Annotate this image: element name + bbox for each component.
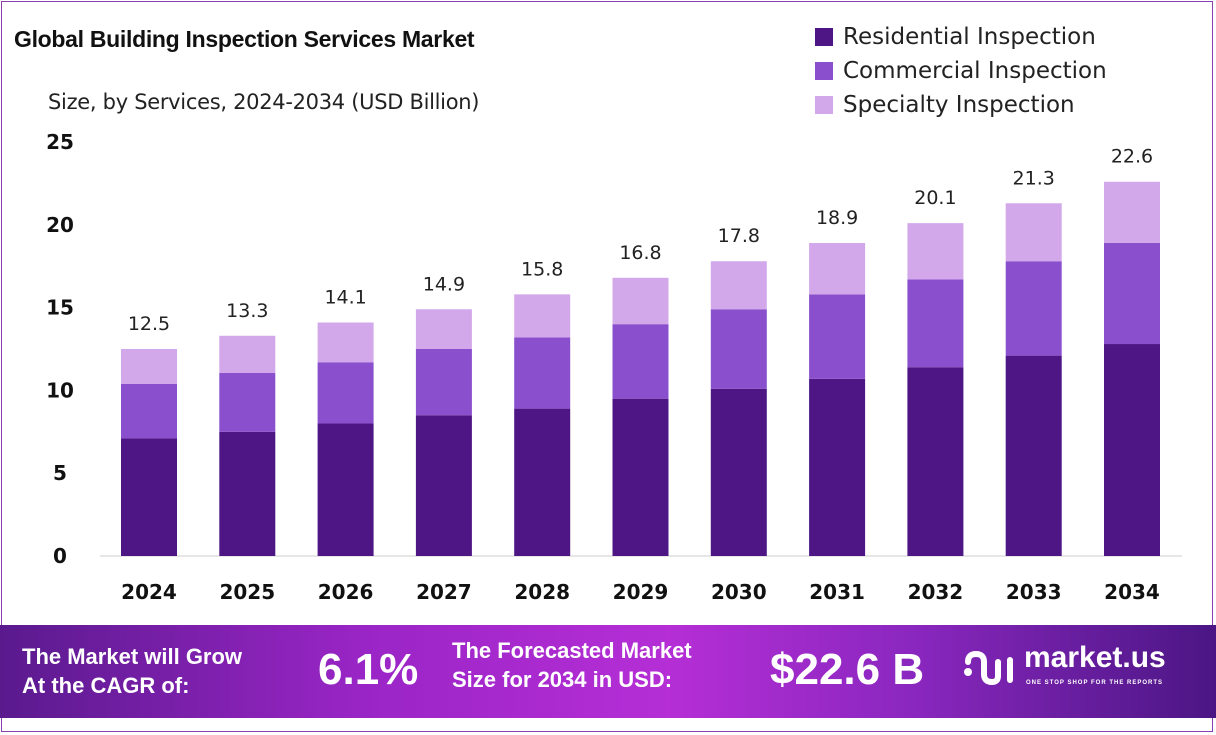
total-data-label: 14.9: [423, 273, 465, 295]
bar-segment-residential: [514, 408, 571, 556]
bar-segment-residential: [219, 431, 276, 556]
y-tick-label: 25: [46, 130, 74, 154]
total-data-label: 21.3: [1013, 167, 1055, 189]
bar-segment-residential: [1005, 355, 1062, 556]
x-tick-label: 2031: [809, 580, 865, 604]
legend-item-residential: Residential Inspection: [815, 20, 1107, 54]
total-data-label: 14.1: [324, 287, 366, 309]
logo-text: market.us: [1024, 641, 1166, 674]
y-tick-label: 10: [46, 378, 74, 402]
bar-segment-commercial: [121, 383, 177, 439]
cagr-label: The Market will Grow At the CAGR of:: [22, 642, 242, 700]
bar-segment-residential: [415, 415, 472, 556]
total-data-label: 22.6: [1111, 146, 1153, 168]
bar-segment-residential: [710, 388, 767, 556]
chart-title: Global Building Inspection Services Mark…: [14, 26, 475, 52]
bar-segment-specialty: [1104, 181, 1160, 244]
cagr-label-line: At the CAGR of:: [22, 673, 190, 698]
total-data-label: 17.8: [718, 225, 760, 247]
bar-segment-specialty: [317, 322, 374, 363]
forecast-value: $22.6 B: [770, 645, 925, 694]
bar-segment-commercial: [415, 349, 472, 416]
x-tick-label: 2025: [219, 580, 275, 604]
legend-item-specialty: Specialty Inspection: [815, 88, 1107, 122]
bar-segment-specialty: [121, 349, 177, 384]
legend-swatch: [815, 28, 833, 46]
total-data-label: 18.9: [816, 207, 858, 229]
cagr-value: 6.1%: [318, 645, 419, 694]
bar-segment-commercial: [514, 337, 571, 409]
total-data-label: 15.8: [521, 258, 563, 280]
x-tick-label: 2030: [711, 580, 767, 604]
legend-label: Residential Inspection: [843, 24, 1096, 50]
bar-segment-commercial: [710, 309, 767, 389]
forecast-label-line: Size for 2034 in USD:: [452, 667, 673, 692]
bar-segment-residential: [612, 398, 669, 556]
cagr-label-line: The Market will Grow: [22, 644, 243, 669]
total-data-label: 16.8: [619, 242, 661, 264]
bar-segment-residential: [1104, 344, 1160, 556]
y-tick-label: 5: [53, 461, 67, 485]
legend-label: Commercial Inspection: [843, 58, 1107, 84]
market-us-logo-icon: [964, 650, 1013, 686]
legend-swatch: [815, 96, 833, 114]
x-tick-label: 2033: [1006, 580, 1062, 604]
bar-segment-specialty: [809, 243, 866, 295]
bar-segment-specialty: [1005, 203, 1062, 262]
x-tick-label: 2026: [318, 580, 374, 604]
forecast-label: The Forecasted Market Size for 2034 in US…: [452, 636, 692, 694]
x-tick-label: 2024: [121, 580, 177, 604]
bar-segment-specialty: [219, 335, 276, 374]
legend-swatch: [815, 62, 833, 80]
legend-label: Specialty Inspection: [843, 92, 1075, 118]
chart-subtitle: Size, by Services, 2024-2034 (USD Billio…: [48, 90, 480, 114]
bar-segment-commercial: [809, 294, 866, 379]
y-tick-label: 0: [53, 544, 67, 568]
total-data-label: 13.3: [226, 300, 268, 322]
total-data-label: 12.5: [128, 313, 170, 335]
bar-chart: 051015202512.5202413.3202514.1202614.920…: [46, 130, 1182, 604]
legend: Residential Inspection Commercial Inspec…: [815, 20, 1107, 122]
total-data-label: 20.1: [914, 187, 956, 209]
bar-segment-residential: [809, 378, 866, 556]
bar-segment-commercial: [907, 279, 964, 368]
x-tick-label: 2032: [908, 580, 964, 604]
bar-segment-specialty: [710, 261, 767, 310]
bar-segment-commercial: [1104, 243, 1160, 345]
x-tick-label: 2029: [613, 580, 669, 604]
bar-segment-specialty: [612, 277, 669, 325]
y-tick-label: 15: [46, 296, 74, 320]
logo-tagline: ONE STOP SHOP FOR THE REPORTS: [1026, 680, 1164, 686]
footer-banner: The Market will Grow At the CAGR of: 6.1%…: [0, 625, 1216, 718]
x-tick-label: 2028: [514, 580, 570, 604]
forecast-label-line: The Forecasted Market: [452, 638, 692, 663]
x-tick-label: 2027: [416, 580, 472, 604]
bar-segment-residential: [907, 367, 964, 556]
bar-segment-specialty: [415, 309, 472, 349]
bar-segment-specialty: [514, 294, 571, 338]
bar-segment-commercial: [219, 373, 276, 432]
bar-segment-commercial: [612, 324, 669, 399]
legend-item-commercial: Commercial Inspection: [815, 54, 1107, 88]
bar-segment-commercial: [317, 362, 374, 424]
x-tick-label: 2034: [1104, 580, 1160, 604]
bar-segment-commercial: [1005, 261, 1062, 356]
bar-segment-residential: [317, 423, 374, 556]
bar-segment-residential: [121, 438, 177, 556]
y-tick-label: 20: [46, 213, 74, 237]
bar-segment-specialty: [907, 223, 964, 280]
